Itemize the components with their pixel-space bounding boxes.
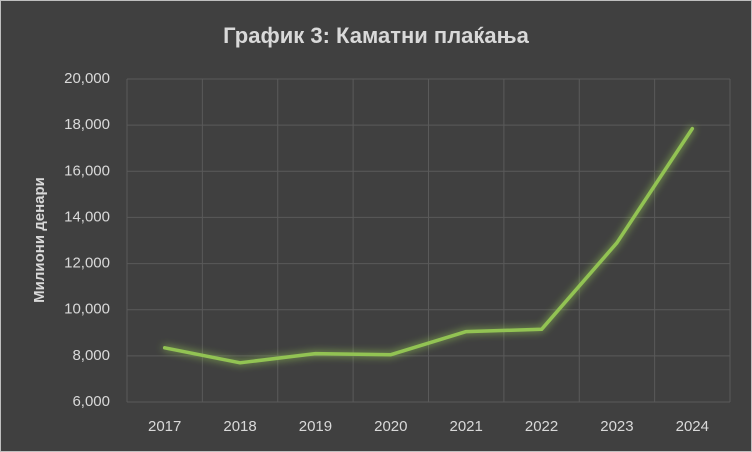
x-tick-label: 2020 <box>374 418 407 435</box>
y-tick-label: 14,000 <box>64 208 110 225</box>
y-tick-label: 16,000 <box>64 162 110 179</box>
y-tick-label: 18,000 <box>64 116 110 133</box>
x-tick-label: 2017 <box>148 418 181 435</box>
y-tick-label: 20,000 <box>64 70 110 87</box>
y-tick-label: 10,000 <box>64 301 110 318</box>
y-tick-label: 8,000 <box>72 347 110 364</box>
y-axis-label: Милиони денари <box>31 177 48 303</box>
x-tick-label: 2018 <box>223 418 256 435</box>
x-tick-label: 2022 <box>525 418 558 435</box>
y-tick-label: 6,000 <box>72 393 110 410</box>
x-tick-label: 2019 <box>299 418 332 435</box>
y-tick-label: 12,000 <box>64 255 110 272</box>
chart-title: График 3: Каматни плаќања <box>223 23 529 48</box>
x-tick-label: 2024 <box>676 418 709 435</box>
data-line <box>162 126 695 365</box>
x-tick-label: 2021 <box>450 418 483 435</box>
x-tick-label: 2023 <box>600 418 633 435</box>
